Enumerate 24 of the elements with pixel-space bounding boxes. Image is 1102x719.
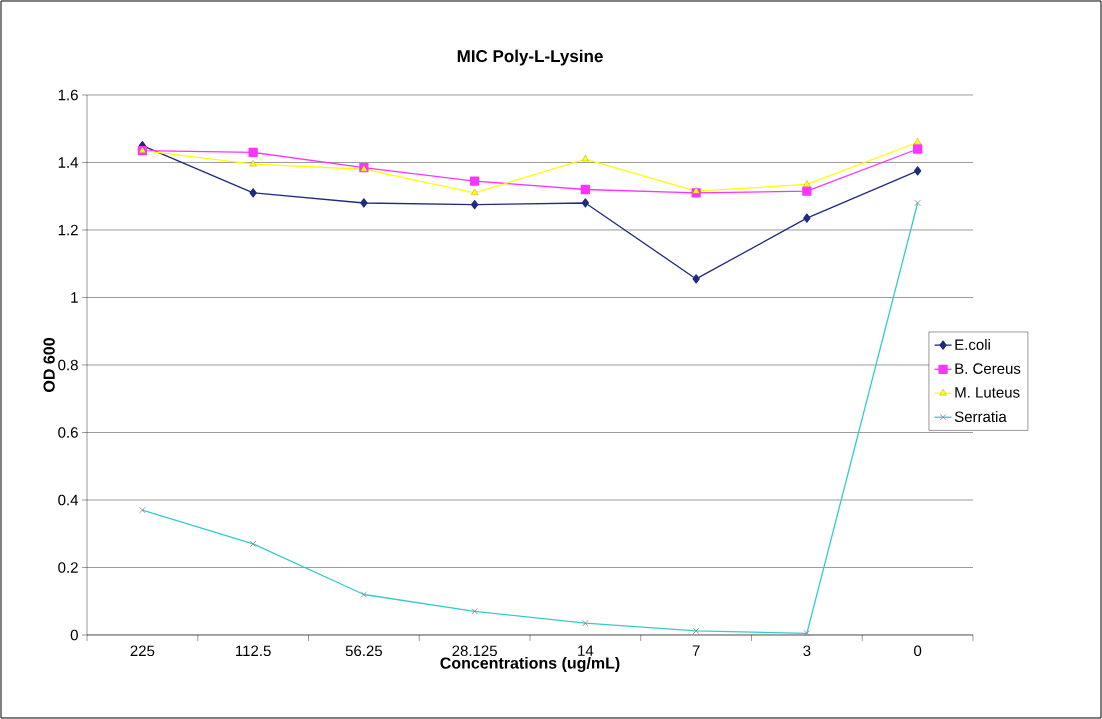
y-axis-title: OD 600 bbox=[43, 338, 55, 392]
y-tick-label: 1 bbox=[71, 292, 78, 303]
y-tick-label: 0 bbox=[70, 629, 78, 641]
y-tick-label: 1.4 bbox=[58, 157, 79, 168]
legend-label: B. Cereus bbox=[955, 363, 1021, 374]
legend-label: M. Luteus bbox=[955, 387, 1020, 398]
x-tick-label: 112.5 bbox=[236, 645, 271, 657]
x-tick-label: 3 bbox=[803, 645, 811, 657]
x-tick-label: 56.25 bbox=[345, 645, 383, 657]
x-axis-title: Concentrations (ug/mL) bbox=[440, 656, 620, 672]
y-tick-label: 0.8 bbox=[58, 359, 78, 371]
x-tick-label: 225 bbox=[130, 645, 155, 657]
legend-label: E.coli bbox=[955, 338, 990, 350]
x-tick-label: 28.125 bbox=[452, 645, 497, 657]
y-tick-label: 0.2 bbox=[58, 562, 78, 573]
x-tick-label: 7 bbox=[692, 645, 700, 656]
y-tick-label: 0.6 bbox=[58, 427, 78, 438]
legend-label: Serratia bbox=[954, 411, 1007, 423]
y-tick-label: 1.2 bbox=[58, 224, 78, 236]
x-tick-label: 14 bbox=[578, 645, 594, 656]
x-tick-label: 0 bbox=[914, 645, 922, 657]
y-tick-label: 0.4 bbox=[58, 494, 79, 506]
chart-title: MIC Poly-L-Lysine bbox=[457, 49, 603, 66]
y-tick-label: 1.6 bbox=[58, 89, 78, 101]
